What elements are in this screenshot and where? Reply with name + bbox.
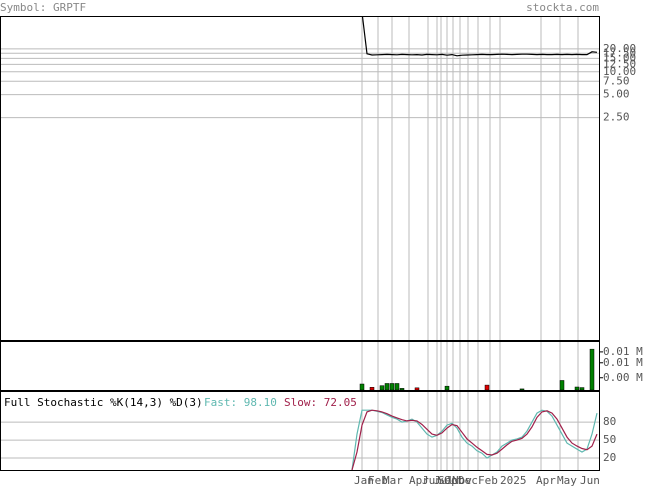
x-tick-label: Apr [536, 474, 556, 486]
panel-border [0, 16, 600, 341]
volume-bar [444, 385, 450, 391]
volume-bar [484, 384, 490, 391]
volume-bar [574, 386, 580, 391]
y-tick-label: 0.01 M [603, 356, 643, 369]
series-line [351, 409, 598, 470]
panel-border [0, 341, 600, 391]
volume-bar [559, 380, 565, 391]
indicator-title: Full Stochastic %K(14,3) %D(3) [4, 396, 203, 409]
x-tick-label: Jun [422, 474, 442, 486]
x-tick-label: Mar [383, 474, 403, 486]
x-tick-label: Feb [478, 474, 498, 486]
y-tick-label: 50 [603, 433, 616, 446]
x-tick-label: Feb [368, 474, 388, 486]
volume-bar [394, 383, 400, 391]
x-tick-label: Jun [580, 474, 600, 486]
y-tick-label: 12.50 [603, 57, 636, 70]
site-name: stockta.com [526, 1, 599, 14]
y-tick-label: 0.00 M [603, 371, 643, 384]
volume-bar [389, 383, 395, 391]
volume-bar [384, 383, 390, 391]
volume-bar [369, 387, 375, 391]
y-tick-label: 17.50 [603, 46, 636, 59]
x-tick-label: May [557, 474, 577, 486]
y-tick-label: 15.00 [603, 51, 636, 64]
volume-bar [589, 348, 595, 391]
slow-value: Slow: 72.05 [284, 396, 357, 409]
y-tick-label: 0.01 M [603, 345, 643, 358]
volume-bar [519, 388, 525, 391]
fast-value: Fast: 98.10 [204, 396, 277, 409]
symbol: Symbol: GRPTF [0, 1, 86, 14]
series-line [351, 409, 598, 470]
y-tick-label: 7.50 [603, 74, 630, 87]
volume-bar [399, 388, 405, 391]
x-tick-label: Apr [409, 474, 429, 486]
volume-bar [359, 383, 365, 391]
y-tick-label: 5.00 [603, 88, 630, 101]
x-tick-label: Jan [354, 474, 374, 486]
x-tick-label: Oct [444, 474, 464, 486]
y-tick-label: 2.50 [603, 111, 630, 124]
x-tick-label: Jul [434, 474, 454, 486]
volume-bar [579, 387, 585, 391]
x-tick-label: Nov [452, 474, 472, 486]
x-tick-label: 2025 [500, 474, 527, 486]
panel-border [0, 391, 600, 471]
volume-bar [414, 387, 420, 391]
y-tick-label: 20.00 [603, 42, 636, 55]
y-tick-label: 10.00 [603, 65, 636, 78]
volume-bar [379, 385, 385, 391]
series-line [361, 16, 598, 57]
x-tick-label: Dec [458, 474, 478, 486]
x-tick-label: Sep [438, 474, 458, 486]
y-tick-label: 20 [603, 451, 616, 464]
y-tick-label: 80 [603, 415, 616, 428]
